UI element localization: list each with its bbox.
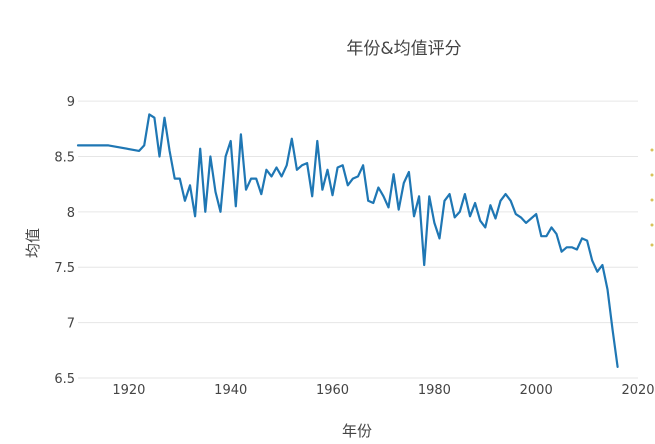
- y-tick-label: 8.5: [54, 150, 75, 165]
- x-axis-title: 年份: [342, 422, 372, 440]
- x-tick-label: 2000: [520, 383, 553, 398]
- legend-marker: [650, 198, 654, 202]
- y-tick-label: 7: [67, 317, 75, 332]
- series-group: [76, 113, 619, 368]
- legend-marker: [650, 173, 654, 177]
- x-tick-label: 1940: [214, 383, 247, 398]
- x-tick-label: 1960: [316, 383, 349, 398]
- y-tick-label: 9: [67, 95, 75, 110]
- x-tick-label: 1920: [112, 383, 145, 398]
- y-tick-label: 6.5: [54, 372, 75, 387]
- series-line: [76, 113, 619, 368]
- y-tick-label: 8: [67, 206, 75, 221]
- x-tick-label: 1980: [418, 383, 451, 398]
- y-tick-label: 7.5: [54, 261, 75, 276]
- chart-title: 年份&均值评分: [346, 39, 461, 59]
- legend-marker: [650, 223, 654, 227]
- legend-marker: [650, 243, 654, 247]
- x-tick-label: 2020: [621, 383, 654, 398]
- x-tick-labels: 1920 1940 1960 1980 2000 2020: [112, 383, 654, 398]
- y-tick-labels: 6.5 7 7.5 8 8.5 9: [54, 95, 75, 387]
- y-axis-title: 均值: [24, 228, 42, 258]
- legend-marker: [650, 148, 654, 152]
- legend-remnant: [650, 148, 654, 247]
